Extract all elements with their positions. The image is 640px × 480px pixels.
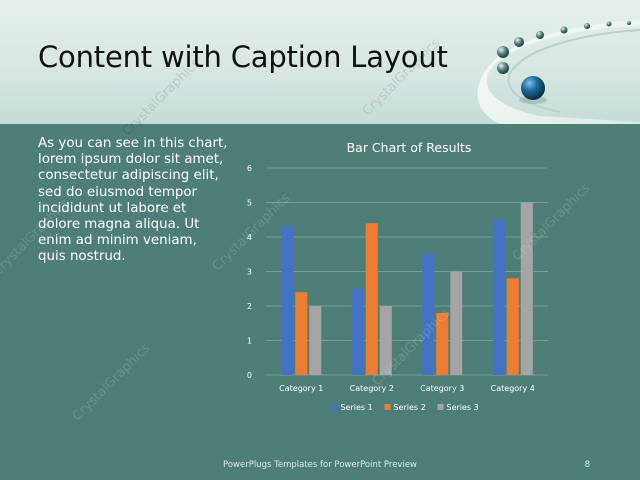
bar	[365, 223, 378, 375]
legend-label: Series 1	[341, 403, 373, 412]
bar	[309, 306, 322, 375]
bar-chart: Bar Chart of Results 0 1 2 3 4 5 6 Category 1 Cat…	[236, 130, 566, 430]
bar	[422, 254, 435, 375]
legend-label: Series 3	[447, 403, 479, 412]
x-tick-label: Category 3	[420, 384, 464, 393]
y-tick-label: 5	[247, 199, 252, 208]
header-band: Content with Caption Layout	[0, 0, 640, 124]
legend-label: Series 2	[394, 403, 426, 412]
bar	[379, 306, 392, 375]
x-tick-label: Category 1	[279, 384, 323, 393]
decorative-spheres-art	[477, 20, 640, 124]
footer-text: PowerPlugs Templates for PowerPoint Prev…	[223, 460, 417, 470]
bar	[351, 288, 364, 375]
bar	[281, 226, 294, 375]
y-tick-label: 6	[247, 164, 252, 173]
bar	[506, 278, 519, 375]
footer: PowerPlugs Templates for PowerPoint Prev…	[0, 456, 640, 476]
y-tick-label: 1	[247, 337, 252, 346]
legend-swatch	[331, 404, 338, 410]
bar	[450, 271, 463, 375]
legend-swatch	[437, 404, 444, 410]
legend-swatch	[384, 404, 391, 410]
bar	[520, 202, 533, 375]
chart-title: Bar Chart of Results	[347, 140, 472, 155]
x-tick-label: Category 4	[491, 384, 535, 393]
bar-chart-svg: Bar Chart of Results 0 1 2 3 4 5 6 Category 1 Cat…	[247, 140, 548, 412]
slide-title: Content with Caption Layout	[38, 40, 448, 74]
y-tick-label: 0	[247, 371, 252, 380]
y-tick-label: 4	[247, 233, 252, 242]
bar	[436, 312, 449, 375]
bar	[295, 292, 308, 375]
x-tick-label: Category 2	[350, 384, 394, 393]
y-tick-label: 2	[247, 302, 252, 311]
bar	[492, 219, 505, 375]
y-tick-label: 3	[247, 268, 252, 277]
caption-text: As you can see in this chart, lorem ipsu…	[38, 136, 228, 265]
page-number: 8	[584, 460, 590, 470]
content-area	[0, 124, 640, 480]
